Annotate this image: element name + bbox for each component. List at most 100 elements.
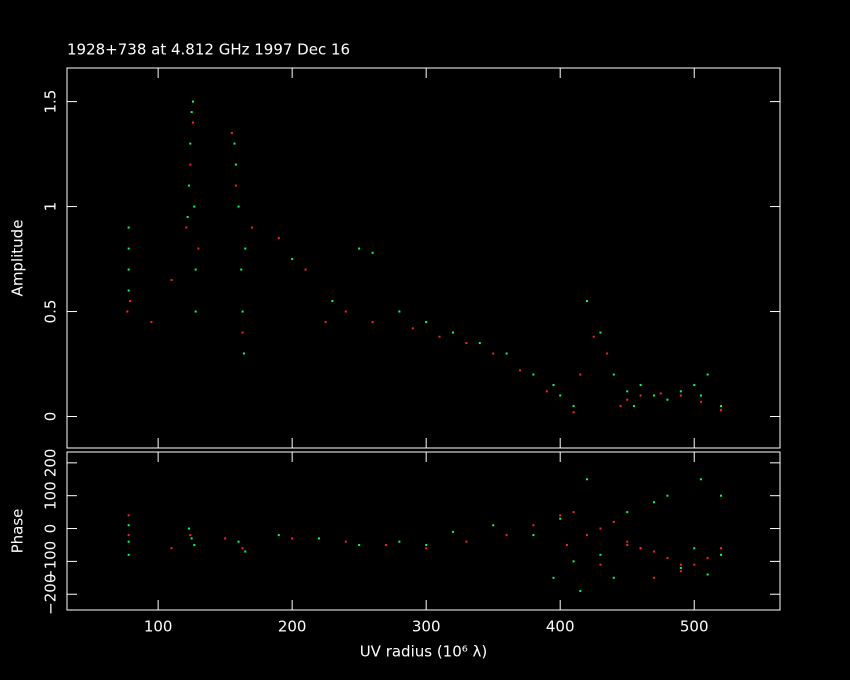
x-tick-label: 400 xyxy=(546,618,575,636)
point xyxy=(572,411,575,414)
y-axis-label: Phase xyxy=(9,509,27,554)
point xyxy=(191,100,194,103)
point xyxy=(244,247,247,250)
point xyxy=(653,501,656,504)
point xyxy=(317,537,320,540)
point xyxy=(170,279,173,282)
point xyxy=(324,321,327,324)
point xyxy=(224,537,227,540)
point xyxy=(331,300,334,303)
point xyxy=(371,321,374,324)
point xyxy=(127,540,130,543)
point xyxy=(532,373,535,376)
point xyxy=(451,331,454,334)
point xyxy=(358,543,361,546)
point xyxy=(532,534,535,537)
x-axis-label: UV radius (10⁶ λ) xyxy=(360,643,488,661)
point xyxy=(240,268,243,271)
point xyxy=(699,394,702,397)
point xyxy=(679,390,682,393)
point xyxy=(666,557,669,560)
point xyxy=(599,527,602,530)
y-tick-label: 0 xyxy=(42,412,60,422)
point xyxy=(358,247,361,250)
point xyxy=(572,560,575,563)
point xyxy=(612,520,615,523)
point xyxy=(234,184,237,187)
point xyxy=(592,335,595,338)
point xyxy=(565,543,568,546)
point xyxy=(277,237,280,240)
point xyxy=(465,342,468,345)
point xyxy=(720,553,723,556)
point xyxy=(185,226,188,229)
point xyxy=(626,540,629,543)
point xyxy=(197,247,200,250)
point xyxy=(639,384,642,387)
point xyxy=(237,205,240,208)
point xyxy=(693,547,696,550)
point xyxy=(250,226,253,229)
point xyxy=(190,111,193,114)
point xyxy=(679,563,682,566)
point xyxy=(552,384,555,387)
point xyxy=(706,573,709,576)
point xyxy=(699,400,702,403)
point xyxy=(241,331,244,334)
point xyxy=(612,576,615,579)
point xyxy=(411,327,414,330)
point xyxy=(545,390,548,393)
y-tick-label: 1.5 xyxy=(42,90,60,114)
point xyxy=(425,547,428,550)
point xyxy=(599,331,602,334)
y-tick-label: −200 xyxy=(42,574,60,615)
point xyxy=(478,342,481,345)
point xyxy=(626,398,629,401)
y-tick-label: 1 xyxy=(42,202,60,212)
point xyxy=(194,268,197,271)
point xyxy=(384,543,387,546)
point xyxy=(277,534,280,537)
point xyxy=(720,405,723,408)
point xyxy=(492,352,495,355)
point xyxy=(626,543,629,546)
point xyxy=(552,576,555,579)
y-tick-label: 100 xyxy=(42,481,60,510)
x-tick-label: 500 xyxy=(680,618,709,636)
point xyxy=(244,550,247,553)
point xyxy=(187,184,190,187)
x-tick-label: 300 xyxy=(412,618,441,636)
point xyxy=(586,534,589,537)
point xyxy=(127,289,130,292)
point xyxy=(666,494,669,497)
point xyxy=(599,553,602,556)
point xyxy=(233,142,236,145)
point xyxy=(619,405,622,408)
point xyxy=(599,563,602,566)
point xyxy=(572,405,575,408)
point xyxy=(451,530,454,533)
point xyxy=(344,310,347,313)
point xyxy=(706,373,709,376)
point xyxy=(189,534,192,537)
point xyxy=(241,310,244,313)
point xyxy=(230,132,233,135)
point xyxy=(653,394,656,397)
x-tick-label: 200 xyxy=(278,618,307,636)
point xyxy=(127,553,130,556)
point xyxy=(559,514,562,517)
point xyxy=(699,478,702,481)
point xyxy=(666,398,669,401)
point xyxy=(127,226,130,229)
point xyxy=(559,517,562,520)
plot-frame xyxy=(66,67,781,449)
point xyxy=(679,394,682,397)
point xyxy=(128,300,131,303)
point xyxy=(187,527,190,530)
point xyxy=(693,563,696,566)
point xyxy=(626,390,629,393)
plot-frame xyxy=(66,451,781,611)
point xyxy=(532,524,535,527)
point xyxy=(189,163,192,166)
point xyxy=(706,557,709,560)
